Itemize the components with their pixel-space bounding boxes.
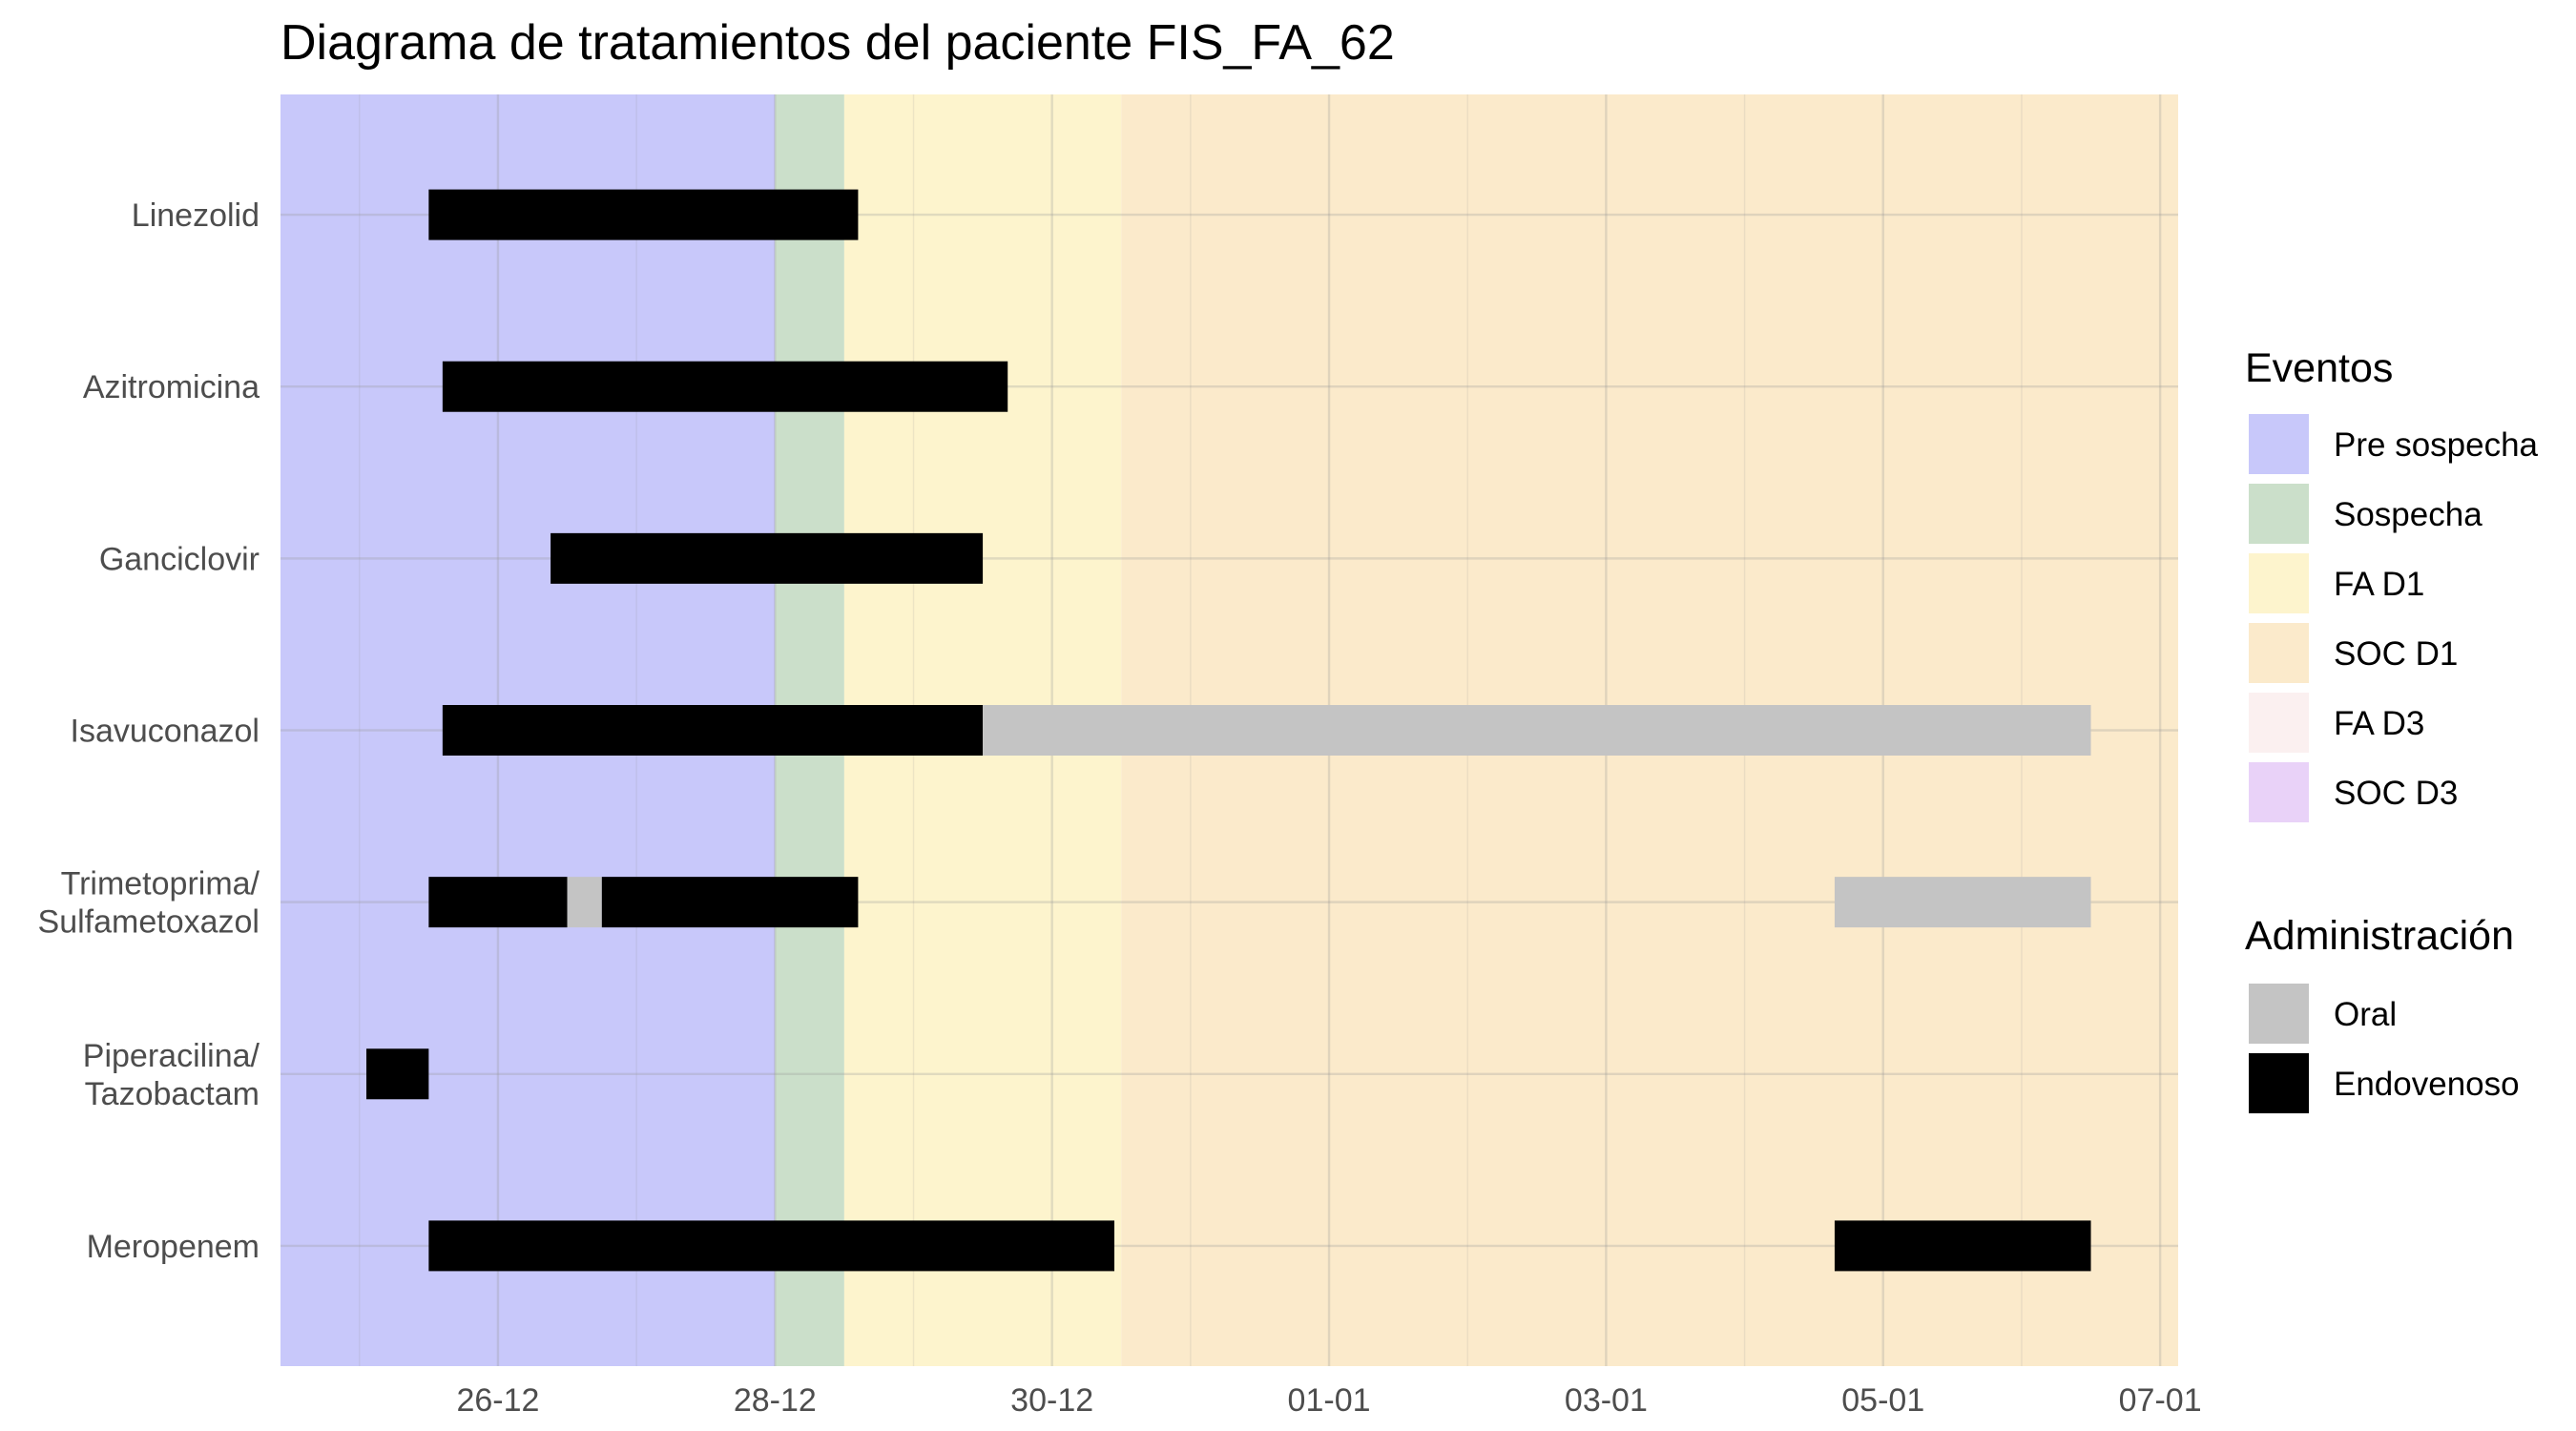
treatment-bar-9 [366,1048,429,1100]
legend-eventos-label-2: FA D1 [2334,566,2424,603]
treatment-bar-11 [1834,1220,2091,1272]
treatment-bar-0 [428,189,859,240]
treatment-bar-2 [551,532,984,584]
y-tick-label-4-1: Sulfametoxazol [38,904,260,941]
legend-eventos-key-2 [2249,553,2309,613]
legend-eventos-key-5 [2249,762,2309,822]
y-tick-label-2-0: Ganciclovir [99,541,260,577]
y-tick-label-3-0: Isavuconazol [71,714,260,750]
x-tick-label-4: 03-01 [1565,1382,1648,1419]
legend-admin-key-1 [2249,1053,2309,1113]
y-tick-label-0-0: Linezolid [132,197,260,234]
y-tick-label-5-0: Piperacilina/ [83,1038,260,1074]
legend-eventos-label-5: SOC D3 [2334,775,2458,812]
x-axis-labels: 26-12 28-12 30-12 01-01 03-01 05-01 07-01 [456,1382,2201,1419]
treatment-bar-7 [601,877,859,928]
legend-admin-key-0 [2249,984,2309,1044]
legend: Eventos Administración Pre sospecha Sospe… [2245,345,2539,1113]
treatment-bar-6 [567,877,602,928]
treatment-bar-10 [428,1220,1114,1272]
legend-eventos-title: Eventos [2245,345,2393,391]
x-tick-label-0: 26-12 [456,1382,539,1419]
legend-eventos-label-3: SOC D1 [2334,635,2458,673]
y-tick-label-6-0: Meropenem [87,1229,260,1265]
treatment-bar-3 [442,705,984,756]
treatment-bar-1 [442,361,1008,412]
treatment-bars [366,189,2091,1272]
legend-admin-label-0: Oral [2334,996,2397,1033]
legend-eventos-label-4: FA D3 [2334,705,2424,742]
x-tick-label-1: 28-12 [734,1382,817,1419]
y-axis-labels: Linezolid Azitromicina Ganciclovir Isavucon… [38,197,260,1265]
legend-admin-label-1: Endovenoso [2334,1066,2520,1103]
treatment-bar-4 [983,705,2091,756]
legend-administracion-title: Administración [2245,913,2514,959]
treatment-bar-8 [1834,877,2091,928]
x-tick-label-5: 05-01 [1841,1382,1924,1419]
legend-eventos-key-0 [2249,414,2309,474]
legend-eventos-key-4 [2249,693,2309,753]
x-tick-label-2: 30-12 [1010,1382,1093,1419]
legend-eventos-key-3 [2249,623,2309,683]
x-tick-label-6: 07-01 [2119,1382,2202,1419]
legend-eventos-label-0: Pre sospecha [2334,426,2539,464]
legend-eventos-key-1 [2249,484,2309,544]
x-tick-label-3: 01-01 [1288,1382,1371,1419]
y-tick-label-1-0: Azitromicina [83,369,260,405]
legend-eventos-label-1: Sospecha [2334,496,2483,533]
chart-title: Diagrama de tratamientos del paciente FI… [280,15,1395,71]
y-tick-label-4-0: Trimetoprima/ [61,866,260,902]
y-tick-label-5-1: Tazobactam [85,1076,260,1112]
treatment-bar-5 [428,877,568,928]
